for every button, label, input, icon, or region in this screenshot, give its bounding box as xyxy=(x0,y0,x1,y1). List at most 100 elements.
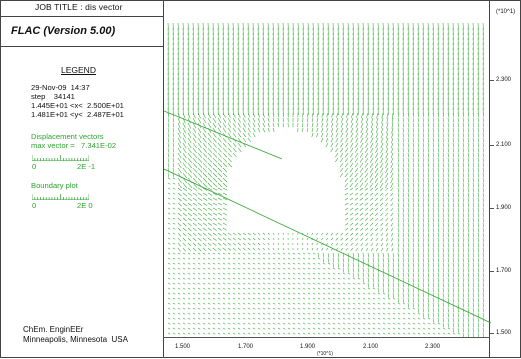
vector-arrow xyxy=(346,118,348,123)
vector-arrow xyxy=(363,313,365,314)
vector-arrow xyxy=(483,123,484,128)
vector-arrow xyxy=(443,333,445,334)
vector-arrow xyxy=(403,143,404,148)
vector-arrow xyxy=(183,218,187,221)
vector-arrow xyxy=(386,143,388,148)
vector-arrow xyxy=(341,248,343,251)
vector-arrow xyxy=(248,323,250,324)
vector-arrow xyxy=(228,258,230,259)
vector-arrow xyxy=(263,113,265,117)
vector-arrow xyxy=(173,193,175,194)
vector-arrow xyxy=(370,178,373,183)
vector-arrow xyxy=(203,193,207,196)
vector-arrow xyxy=(318,278,320,279)
vector-arrow xyxy=(288,318,290,319)
vector-arrow xyxy=(403,208,404,213)
vector-arrow xyxy=(253,253,255,254)
vector-arrow xyxy=(278,123,279,127)
vector-arrow xyxy=(360,188,363,190)
vector-arrow xyxy=(333,303,335,304)
vector-arrow xyxy=(418,318,420,319)
vector-arrow xyxy=(208,273,210,274)
vector-arrow xyxy=(183,293,185,294)
vector-arrow xyxy=(198,268,200,269)
vector-arrow xyxy=(313,303,315,304)
vector-arrow xyxy=(323,273,325,274)
vector-arrow xyxy=(381,123,383,128)
vector-arrow xyxy=(168,183,170,184)
vector-arrow xyxy=(366,133,368,138)
vector-arrow xyxy=(403,173,404,178)
vector-arrow xyxy=(473,233,474,238)
vector-arrow xyxy=(423,198,424,203)
vector-arrow xyxy=(453,313,454,318)
vector-arrow xyxy=(198,133,201,138)
vector-arrow xyxy=(403,168,404,173)
vector-arrow xyxy=(268,333,270,334)
vector-arrow xyxy=(233,318,235,319)
vector-arrow xyxy=(378,318,380,319)
vector-arrow xyxy=(173,133,174,138)
vector-arrow xyxy=(361,243,363,246)
vector-arrow xyxy=(448,243,449,248)
vector-arrow xyxy=(343,263,344,268)
vector-arrow xyxy=(198,308,200,309)
vector-arrow xyxy=(238,133,241,137)
vector-arrow xyxy=(193,143,197,148)
vector-arrow xyxy=(193,133,196,138)
vector-arrow xyxy=(346,123,348,128)
vector-arrow xyxy=(443,148,444,153)
vector-arrow xyxy=(303,278,305,279)
vector-arrow xyxy=(443,223,444,228)
vector-arrow xyxy=(418,328,420,329)
vector-arrow xyxy=(208,318,210,319)
vector-arrow xyxy=(378,278,379,283)
vector-arrow xyxy=(433,118,434,123)
vector-arrow xyxy=(273,258,275,259)
vector-arrow xyxy=(448,323,449,328)
vector-arrow xyxy=(173,223,175,224)
vector-arrow xyxy=(388,313,390,314)
vector-arrow xyxy=(333,253,334,258)
vector-arrow xyxy=(391,208,393,211)
vector-arrow xyxy=(433,333,435,334)
vector-arrow xyxy=(478,193,479,198)
vector-arrow xyxy=(173,143,174,148)
vector-arrow xyxy=(317,118,318,122)
vector-arrow xyxy=(321,133,323,137)
vector-arrow xyxy=(268,318,270,319)
vector-arrow xyxy=(413,178,414,183)
vector-arrow xyxy=(258,328,260,329)
vector-arrow xyxy=(398,248,399,253)
vector-arrow xyxy=(438,223,439,228)
vector-arrow xyxy=(336,243,338,245)
vector-arrow xyxy=(258,263,260,264)
vector-arrow xyxy=(458,233,459,238)
vector-arrow xyxy=(248,298,250,299)
vector-arrow xyxy=(298,308,300,309)
vector-arrow xyxy=(218,223,222,225)
vector-arrow xyxy=(433,308,434,313)
vector-arrow xyxy=(233,143,236,147)
vector-arrow xyxy=(428,178,429,183)
vector-arrow xyxy=(423,218,424,223)
vector-arrow xyxy=(353,263,354,268)
vector-arrow xyxy=(233,328,235,329)
vector-arrow xyxy=(308,328,310,329)
vector-arrow xyxy=(403,198,404,203)
vector-arrow xyxy=(453,263,454,268)
vector-arrow xyxy=(403,303,405,304)
vector-arrow xyxy=(193,293,195,294)
vector-arrow xyxy=(418,273,419,278)
vector-arrow xyxy=(218,298,220,299)
vector-arrow xyxy=(365,178,368,183)
vector-arrow xyxy=(350,213,353,215)
vector-arrow xyxy=(223,318,225,319)
vector-arrow xyxy=(193,158,197,163)
vector-arrow xyxy=(183,243,186,246)
vector-arrow xyxy=(366,248,368,251)
vector-arrow xyxy=(428,123,429,128)
vector-arrow xyxy=(273,253,275,254)
vector-arrow xyxy=(218,263,220,264)
vector-arrow xyxy=(361,128,363,133)
